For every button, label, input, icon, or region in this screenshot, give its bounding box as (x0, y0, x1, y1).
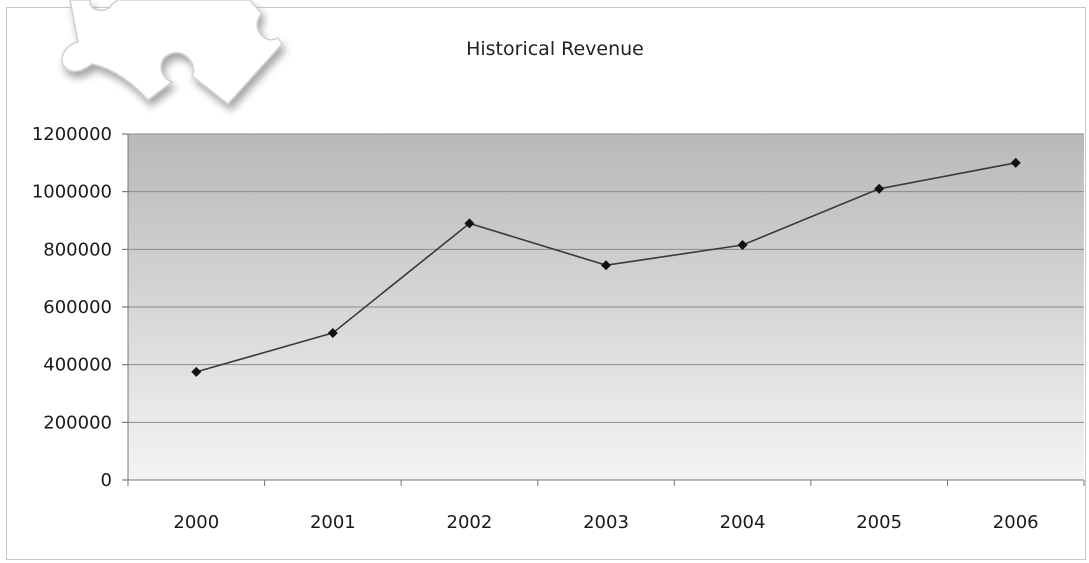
y-tick-label: 1200000 (32, 124, 112, 145)
data-point (327, 327, 338, 338)
y-tick-label: 0 (101, 470, 112, 491)
x-tick-label: 2004 (720, 512, 766, 533)
chart-title: Historical Revenue (466, 38, 644, 60)
y-tick-label: 800000 (43, 239, 112, 260)
x-tick-label: 2006 (993, 512, 1039, 533)
data-point (1010, 157, 1021, 168)
data-point (601, 260, 611, 271)
data-point (874, 183, 885, 194)
y-tick-label: 1000000 (32, 182, 112, 203)
x-tick-label: 2002 (447, 512, 493, 533)
y-tick-label: 200000 (43, 412, 112, 433)
data-point (464, 218, 475, 229)
data-point (737, 240, 748, 251)
data-point (191, 366, 202, 377)
y-tick-label: 600000 (43, 297, 112, 318)
x-tick-label: 2005 (856, 512, 902, 533)
x-tick-label: 2000 (173, 512, 219, 533)
x-tick-label: 2001 (310, 512, 356, 533)
x-tick-label: 2003 (583, 512, 629, 533)
y-tick-label: 400000 (43, 355, 112, 376)
puzzle-piece-icon (61, 0, 283, 106)
